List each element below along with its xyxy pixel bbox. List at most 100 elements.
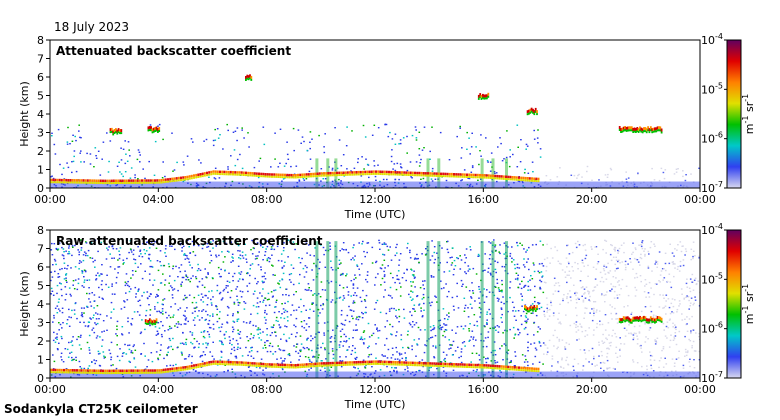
boundary-layer-mark: [156, 179, 159, 182]
backscatter-pixel: [287, 300, 289, 303]
backscatter-pixel: [619, 337, 621, 339]
boundary-layer-mark: [160, 181, 163, 184]
backscatter-pixel: [323, 332, 325, 334]
boundary-layer-mark: [145, 369, 148, 372]
backscatter-pixel: [231, 344, 233, 346]
backscatter-pixel: [318, 354, 320, 356]
boundary-layer-mark: [225, 360, 228, 364]
backscatter-pixel: [457, 257, 459, 260]
backscatter-pixel: [142, 243, 144, 245]
backscatter-pixel: [297, 129, 300, 131]
backscatter-pixel: [365, 158, 367, 160]
boundary-layer-mark: [210, 170, 213, 174]
backscatter-pixel: [465, 248, 468, 250]
boundary-layer-mark: [368, 170, 371, 174]
backscatter-pixel: [501, 160, 504, 162]
backscatter-pixel: [352, 317, 354, 320]
backscatter-pixel: [511, 257, 513, 259]
backscatter-pixel: [535, 314, 538, 317]
backscatter-pixel: [298, 359, 300, 361]
boundary-layer-mark: [392, 363, 395, 366]
backscatter-pixel: [494, 360, 496, 362]
backscatter-pixel: [68, 245, 70, 247]
backscatter-pixel: [285, 162, 287, 165]
backscatter-pixel: [541, 275, 544, 277]
backscatter-pixel: [692, 329, 695, 331]
backscatter-pixel: [583, 288, 586, 290]
backscatter-pixel: [540, 271, 543, 273]
y-tick-label: 6: [37, 71, 44, 84]
boundary-layer-mark: [208, 361, 211, 364]
backscatter-pixel: [97, 150, 100, 152]
boundary-layer-mark: [184, 176, 187, 179]
backscatter-pixel: [218, 326, 220, 329]
backscatter-pixel: [619, 348, 621, 350]
backscatter-pixel: [269, 334, 272, 337]
boundary-layer-mark: [78, 181, 81, 184]
backscatter-pixel: [411, 274, 414, 276]
backscatter-pixel: [603, 265, 605, 267]
backscatter-pixel: [303, 276, 306, 278]
backscatter-pixel: [149, 265, 151, 268]
backscatter-pixel: [134, 259, 137, 261]
backscatter-pixel: [343, 324, 346, 326]
backscatter-pixel: [53, 243, 56, 245]
backscatter-pixel: [220, 268, 222, 271]
backscatter-pixel: [691, 281, 693, 283]
boundary-layer-mark: [108, 182, 111, 185]
boundary-layer-mark: [141, 179, 143, 182]
boundary-layer-mark: [455, 173, 458, 176]
backscatter-pixel: [92, 317, 94, 319]
backscatter-pixel: [274, 331, 277, 333]
backscatter-pixel: [538, 263, 541, 265]
backscatter-pixel: [211, 304, 213, 306]
backscatter-pixel: [461, 147, 463, 149]
backscatter-pixel: [465, 257, 467, 259]
backscatter-pixel: [317, 293, 320, 295]
backscatter-pixel: [184, 254, 187, 256]
backscatter-pixel: [621, 261, 624, 263]
backscatter-pixel: [568, 270, 571, 272]
backscatter-pixel: [503, 242, 506, 244]
backscatter-pixel: [602, 281, 605, 283]
backscatter-pixel: [78, 251, 81, 253]
backscatter-pixel: [161, 177, 164, 179]
backscatter-pixel: [274, 132, 276, 134]
boundary-layer-mark: [210, 363, 213, 366]
backscatter-pixel: [460, 259, 463, 261]
backscatter-pixel: [118, 257, 121, 260]
backscatter-pixel: [357, 161, 359, 164]
boundary-layer-mark: [52, 181, 55, 184]
boundary-layer-mark: [275, 173, 278, 176]
boundary-layer-mark: [448, 175, 451, 178]
backscatter-pixel: [200, 162, 202, 164]
backscatter-pixel: [156, 310, 158, 313]
backscatter-pixel: [579, 280, 582, 282]
boundary-layer-mark: [299, 176, 302, 179]
backscatter-pixel: [353, 278, 355, 281]
backscatter-pixel: [177, 309, 180, 311]
backscatter-pixel: [226, 321, 228, 323]
backscatter-pixel: [632, 251, 634, 254]
backscatter-pixel: [635, 289, 638, 291]
backscatter-pixel: [206, 246, 208, 248]
boundary-layer-mark: [524, 179, 527, 182]
boundary-layer-mark: [234, 361, 237, 364]
backscatter-pixel: [454, 350, 457, 352]
backscatter-pixel: [54, 270, 56, 273]
backscatter-pixel: [295, 350, 297, 353]
backscatter-pixel: [296, 343, 299, 345]
backscatter-pixel: [614, 250, 616, 252]
backscatter-pixel: [567, 244, 569, 246]
boundary-layer-mark: [401, 173, 403, 176]
cloud-mark: [155, 126, 158, 130]
backscatter-pixel: [415, 129, 417, 131]
boundary-layer-mark: [340, 361, 343, 364]
cloud-mark: [150, 129, 152, 132]
backscatter-pixel: [645, 336, 647, 338]
backscatter-pixel: [165, 245, 167, 247]
backscatter-pixel: [608, 348, 610, 350]
backscatter-pixel: [411, 348, 413, 351]
backscatter-pixel: [557, 362, 559, 364]
backscatter-pixel: [264, 254, 266, 256]
